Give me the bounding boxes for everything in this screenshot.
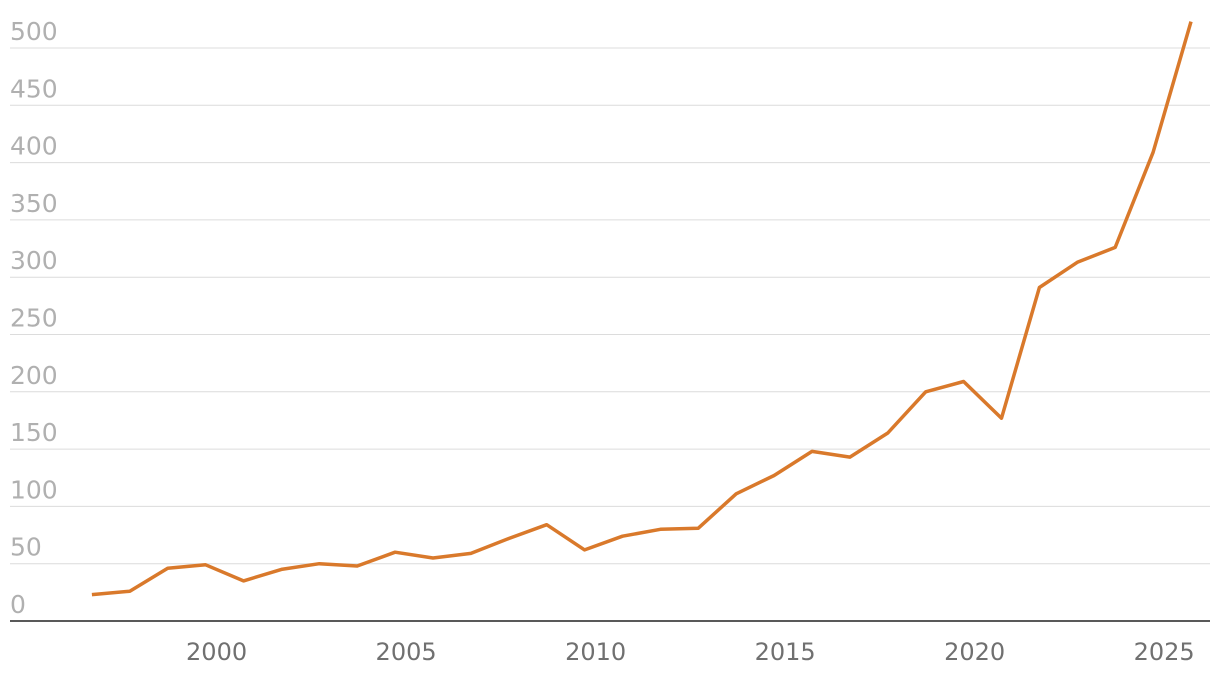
y-tick-label: 50: [10, 533, 42, 562]
x-tick-label: 2005: [376, 638, 437, 666]
x-tick-label: 2010: [565, 638, 626, 666]
y-tick-label: 350: [10, 189, 58, 218]
y-tick-label: 450: [10, 74, 58, 103]
y-tick-label: 150: [10, 418, 58, 447]
y-tick-label: 500: [10, 17, 58, 46]
y-tick-label: 0: [10, 590, 26, 619]
x-tick-label: 2020: [944, 638, 1005, 666]
data-line: [91, 21, 1193, 597]
y-tick-label: 100: [10, 475, 58, 504]
y-tick-label: 200: [10, 361, 58, 390]
x-tick-label: 2015: [755, 638, 816, 666]
y-tick-label: 400: [10, 132, 58, 161]
y-tick-label: 250: [10, 303, 58, 332]
x-tick-label: 2025: [1134, 638, 1195, 666]
x-tick-label: 2000: [186, 638, 247, 666]
y-tick-label: 300: [10, 246, 58, 275]
